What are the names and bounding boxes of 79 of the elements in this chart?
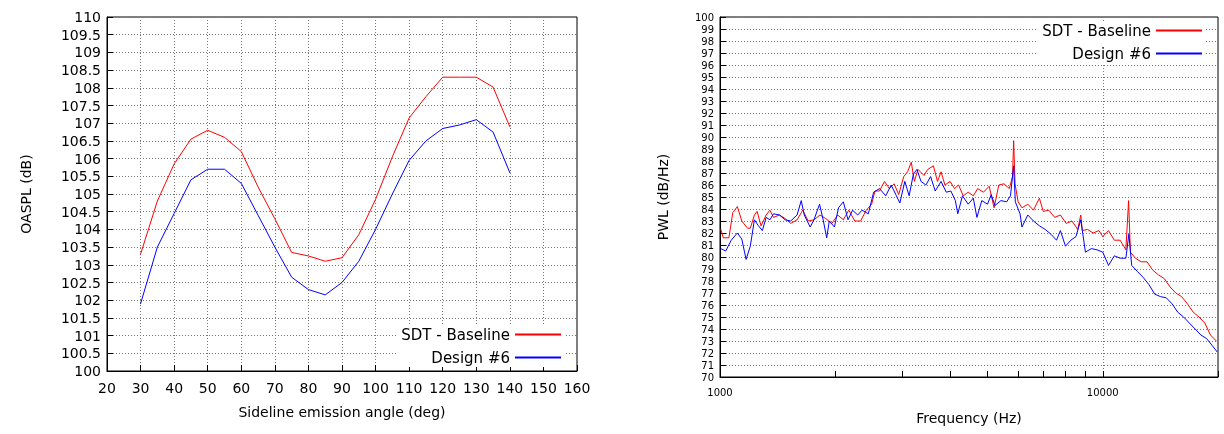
- y-tick-label: 100: [694, 11, 714, 23]
- y-tick-label: 77: [701, 287, 714, 299]
- y-tick-label: 90: [701, 131, 714, 143]
- y-tick-label: 109.5: [60, 26, 101, 43]
- x-tick-label: 80: [299, 380, 318, 396]
- legend-label: Design #6: [431, 348, 510, 367]
- y-tick-label: 94: [701, 83, 714, 95]
- x-tick-label: 20: [98, 380, 116, 396]
- x-tick-label: 1000: [707, 386, 733, 398]
- x-tick-label: 70: [265, 380, 284, 396]
- y-tick-label: 85: [701, 191, 714, 203]
- y-tick-label: 91: [701, 119, 714, 131]
- y-tick-label: 83: [701, 215, 714, 227]
- y-axis-title: PWL (dB/Hz): [655, 153, 671, 241]
- y-tick-label: 103: [74, 256, 101, 273]
- x-tick-label: 130: [462, 380, 490, 396]
- x-axis-title: Frequency (Hz): [916, 410, 1022, 426]
- y-tick-label: 108.5: [60, 62, 101, 79]
- y-tick-label: 109: [74, 44, 101, 61]
- y-tick-label: 86: [701, 179, 714, 191]
- x-tick-label: 110: [395, 380, 423, 396]
- y-tick-label: 78: [701, 275, 714, 287]
- y-tick-label: 110: [74, 9, 101, 25]
- x-tick-label: 90: [333, 380, 351, 396]
- y-tick-label: 89: [701, 143, 714, 155]
- y-tick-label: 104: [74, 221, 102, 238]
- y-tick-label: 101: [74, 327, 101, 344]
- y-axis-title: OASPL (dB): [18, 154, 34, 234]
- y-tick-label: 108: [74, 79, 101, 96]
- y-tick-label: 81: [701, 239, 714, 251]
- legend-label: SDT - Baseline: [401, 325, 510, 344]
- x-tick-label: 140: [496, 380, 524, 396]
- x-tick-label: 60: [232, 380, 251, 396]
- y-tick-label: 80: [701, 251, 714, 263]
- y-tick-label: 92: [701, 107, 714, 119]
- x-tick-label: 160: [563, 380, 591, 396]
- y-tick-label: 107.5: [60, 97, 101, 114]
- x-tick-label: 100: [362, 380, 389, 396]
- y-tick-label: 75: [701, 311, 714, 323]
- line-series: [140, 119, 511, 305]
- y-tick-label: 107: [74, 115, 101, 132]
- y-tick-label: 106: [74, 150, 102, 167]
- y-tick-label: 97: [701, 47, 714, 59]
- y-tick-label: 103.5: [60, 239, 101, 256]
- x-tick-label: 30: [131, 380, 150, 396]
- y-tick-label: 71: [701, 359, 714, 371]
- y-tick-label: 72: [701, 347, 714, 359]
- y-tick-label: 93: [701, 95, 714, 107]
- y-tick-label: 79: [701, 263, 714, 275]
- y-tick-label: 74: [701, 323, 714, 335]
- y-tick-label: 87: [701, 167, 714, 179]
- x-axis-title: Sideline emission angle (deg): [238, 404, 446, 420]
- legend-label: Design #6: [1072, 44, 1151, 63]
- y-tick-label: 105.5: [60, 168, 101, 185]
- x-tick-label: 40: [165, 380, 184, 396]
- y-tick-label: 102: [74, 292, 101, 309]
- y-tick-label: 106.5: [60, 132, 101, 149]
- line-series: [140, 76, 511, 262]
- x-tick-label: 150: [530, 380, 557, 396]
- y-tick-label: 99: [701, 23, 714, 35]
- x-tick-label: 50: [198, 380, 217, 396]
- legend-label: SDT - Baseline: [1042, 21, 1151, 40]
- y-tick-label: 100.5: [60, 345, 101, 362]
- x-tick-label: 120: [429, 380, 457, 396]
- y-tick-label: 95: [701, 71, 714, 83]
- y-tick-label: 76: [701, 299, 714, 311]
- y-tick-label: 96: [701, 59, 714, 71]
- y-tick-label: 84: [701, 203, 714, 215]
- y-tick-label: 102.5: [60, 274, 101, 291]
- y-tick-label: 82: [701, 227, 714, 239]
- y-tick-label: 98: [701, 35, 714, 47]
- y-tick-label: 105: [74, 186, 101, 202]
- y-tick-label: 101.5: [60, 309, 101, 326]
- y-tick-label: 100: [74, 363, 101, 379]
- y-tick-label: 70: [701, 371, 714, 383]
- y-tick-label: 88: [701, 155, 714, 167]
- x-tick-label: 10000: [1086, 386, 1119, 398]
- y-tick-label: 104.5: [60, 203, 101, 220]
- y-tick-label: 73: [701, 335, 714, 347]
